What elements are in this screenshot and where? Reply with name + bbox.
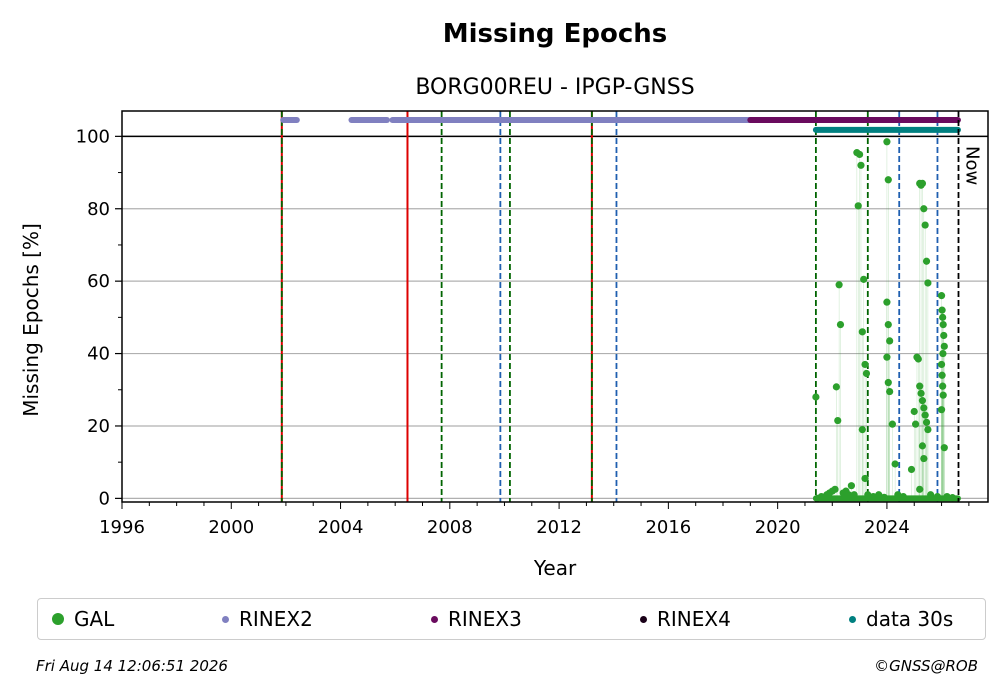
chart-title: Missing Epochs [443, 19, 667, 49]
gal-point [922, 418, 931, 426]
footer-copyright: ©GNSS@ROB [874, 657, 978, 675]
gal-point [812, 393, 820, 401]
gal-point [884, 176, 892, 184]
gal-point [832, 383, 840, 391]
gal-point [916, 485, 924, 493]
legend: GAL RINEX2 RINEX3 RINEX4 data 30s [37, 598, 986, 640]
gal-point [939, 391, 947, 399]
gal-point [858, 425, 866, 434]
x-tick-label: 2012 [536, 517, 582, 538]
x-tick-label: 2020 [755, 517, 801, 538]
chart: Missing Epochs BORG00REU - IPGP-GNSS 0 20… [19, 19, 989, 580]
gal-point [939, 382, 947, 390]
y-tick-label: 60 [87, 271, 110, 292]
gal-point [917, 389, 925, 397]
gal-point [910, 407, 918, 416]
gal-point [922, 257, 931, 265]
legend-item-rinex4: RINEX4 [640, 607, 731, 631]
plot-area: 0 20 40 60 80 100 1996 2000 2004 2008 2012 2016 2020… [76, 110, 989, 538]
gal-point [836, 321, 845, 329]
gal-point [924, 425, 932, 434]
gal-point [891, 460, 899, 468]
gal-point [831, 485, 839, 493]
gal-point [834, 416, 842, 425]
gal-point [937, 360, 946, 369]
legend-item-rinex3: RINEX3 [431, 607, 522, 631]
footer-timestamp: Fri Aug 14 12:06:51 2026 [36, 657, 228, 675]
gal-point [924, 279, 932, 287]
gal-point [940, 444, 948, 452]
gal-point [940, 331, 948, 340]
y-tick-label: 0 [99, 488, 110, 509]
gal-point [858, 328, 866, 336]
gal-point [886, 337, 894, 345]
legend-label-rinex2: RINEX2 [239, 607, 313, 631]
y-tick-label: 20 [87, 416, 110, 437]
gal-point [937, 292, 946, 300]
gal-point [920, 404, 928, 412]
legend-label-rinex3: RINEX3 [448, 607, 522, 631]
gal-point [854, 202, 862, 210]
gal-point [938, 371, 946, 379]
gal-point [856, 150, 864, 159]
gal-point [886, 387, 894, 396]
gal-point [921, 411, 929, 419]
y-tick-label: 80 [87, 199, 110, 220]
gal-point [883, 138, 891, 146]
gal-point [921, 221, 929, 229]
gal-point [920, 205, 928, 213]
legend-marker-rinex2 [222, 615, 229, 623]
x-tick-label: 2024 [864, 517, 910, 538]
gal-point [918, 442, 927, 450]
gal-point [914, 355, 922, 363]
gal-point [861, 474, 869, 483]
gal-point [940, 342, 948, 350]
gal-point [883, 353, 891, 361]
gal-point [857, 161, 865, 169]
gal-point [907, 465, 916, 474]
y-tick-label: 100 [76, 126, 110, 147]
chart-subtitle: BORG00REU - IPGP-GNSS [415, 75, 694, 100]
x-axis-label: Year [533, 556, 577, 580]
y-tick-label: 40 [87, 344, 110, 365]
legend-marker-rinex3 [431, 615, 438, 623]
legend-label-rinex4: RINEX4 [657, 607, 731, 631]
legend-marker-rinex4 [640, 615, 647, 623]
gal-point [861, 360, 869, 369]
gal-point [939, 321, 947, 329]
gal-point [847, 482, 856, 490]
x-tick-label: 1996 [99, 517, 145, 538]
gal-point [916, 382, 924, 390]
legend-item-rinex2: RINEX2 [222, 607, 313, 631]
gal-point [920, 454, 928, 463]
gal-point [860, 275, 868, 283]
legend-item-data-30s: data 30s [849, 607, 953, 631]
legend-item-gal: GAL [52, 607, 114, 631]
x-tick-label: 2004 [318, 517, 364, 538]
x-tick-label: 2016 [645, 517, 691, 538]
x-tick-label: 2008 [427, 517, 473, 538]
gal-point [862, 369, 871, 378]
gal-point [918, 179, 927, 188]
legend-label-data-30s: data 30s [866, 607, 954, 631]
y-axis-label: Missing Epochs [%] [19, 223, 43, 417]
now-label: Now [961, 146, 982, 185]
legend-marker-gal [52, 613, 64, 625]
gal-point [938, 306, 946, 314]
gal-point [937, 406, 946, 414]
gal-point [912, 420, 920, 428]
axes-frame [121, 110, 989, 503]
legend-marker-data-30s [849, 615, 856, 623]
x-tick-label: 2000 [208, 517, 254, 538]
gal-point [884, 321, 892, 329]
gal-point [918, 397, 927, 405]
gal-point [883, 298, 891, 306]
legend-label-gal: GAL [74, 607, 115, 631]
gal-point [884, 378, 892, 387]
gal-point [888, 420, 896, 428]
gal-point [939, 349, 947, 358]
gal-point [835, 281, 843, 289]
gal-point [939, 313, 947, 321]
